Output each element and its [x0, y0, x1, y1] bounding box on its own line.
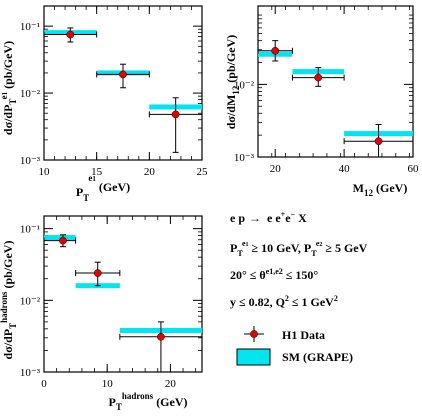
- cut-y-line: y ≤ 0.82, Q2 ≤ 1 GeV2: [230, 294, 338, 309]
- cut-pt-line: PTe1 ≥ 10 GeV, PTe2 ≥ 5 GeV: [230, 239, 368, 258]
- panel-had-marks: [43, 234, 203, 373]
- y-tick-label: 10⁻²: [234, 79, 255, 91]
- x-tick-label: 40: [339, 163, 351, 175]
- panel-et1-frame: 10 15 20 25 10⁻³ 10⁻² 10⁻¹: [20, 5, 209, 178]
- x-tick-label: 20: [165, 378, 177, 390]
- panel-had: 0 10 20 10⁻³ 10⁻² 10⁻¹ PThadrons (GeV) dσ/dPT…: [0, 215, 203, 412]
- panel-m12-ylabel: dσ/dM12 (pb/GeV): [224, 35, 241, 130]
- x-tick-label: 60: [408, 163, 420, 175]
- panel-m12-marks: [257, 40, 414, 158]
- panel-et1-ylabel: dσ/dPTe1 (pb/GeV): [0, 41, 18, 135]
- x-tick-label: 20: [270, 163, 282, 175]
- y-tick-label: 10⁻³: [20, 367, 41, 379]
- data-point: [93, 269, 102, 277]
- cuts-annotation: e p → e e+e− X PTe1 ≥ 10 GeV, PTe2 ≥ 5 GeV…: [230, 210, 368, 309]
- data-point: [374, 137, 383, 146]
- legend-data-label: H1 Data: [282, 328, 325, 342]
- data-point: [171, 110, 180, 119]
- data-point: [271, 46, 280, 55]
- panel-had-xlabel: PThadrons (GeV): [108, 391, 187, 412]
- data-point: [59, 236, 67, 245]
- panel-m12: 20 40 60 10⁻³ 10⁻² M12 (GeV) dσ/dM12 (pb/GeV…: [224, 5, 420, 198]
- panel-m12-frame: 20 40 60 10⁻³ 10⁻²: [234, 5, 420, 175]
- x-tick-label: 20: [144, 166, 156, 178]
- y-tick-label: 10⁻³: [234, 152, 255, 164]
- data-point: [314, 73, 323, 82]
- process-line: e p → e e+e− X: [230, 210, 307, 225]
- panel-m12-xlabel: M12 (GeV): [353, 181, 408, 198]
- y-tick-label: 10⁻²: [20, 88, 41, 100]
- x-tick-label: 0: [41, 378, 47, 390]
- cut-theta-line: 20° ≤ θe1,e2 ≤ 150°: [230, 267, 318, 282]
- plot-frame: [43, 215, 203, 373]
- sm-prediction-band: [44, 235, 76, 241]
- legend: H1 Data SM (GRAPE): [236, 326, 353, 366]
- y-tick-label: 10⁻¹: [20, 21, 40, 33]
- plot-frame: [43, 5, 203, 161]
- data-point: [66, 30, 75, 39]
- panel-had-ylabel: dσ/dPThadrons (pb/GeV): [0, 241, 18, 360]
- y-tick-label: 10⁻³: [20, 155, 41, 167]
- legend-prediction-label: SM (GRAPE): [282, 350, 353, 364]
- x-tick-label: 10: [39, 166, 51, 178]
- x-tick-label: 15: [91, 166, 103, 178]
- y-tick-label: 10⁻²: [20, 295, 41, 307]
- legend-prediction-swatch: [236, 348, 271, 366]
- legend-data-marker: [244, 326, 264, 342]
- plot-frame: [257, 5, 414, 158]
- x-tick-label: 25: [197, 166, 209, 178]
- x-tick-label: 10: [102, 378, 114, 390]
- panel-et1: 10 15 20 25 10⁻³ 10⁻² 10⁻¹ PTe1 (GeV) dσ/dPTe1…: [0, 5, 209, 203]
- data-point: [157, 332, 165, 341]
- panel-had-frame: 0 10 20 10⁻³ 10⁻² 10⁻¹: [20, 215, 203, 390]
- panel-et1-marks: [43, 27, 203, 153]
- y-tick-label: 10⁻¹: [20, 224, 40, 236]
- panel-et1-xlabel: PTe1 (GeV): [76, 173, 130, 203]
- data-point: [119, 70, 127, 79]
